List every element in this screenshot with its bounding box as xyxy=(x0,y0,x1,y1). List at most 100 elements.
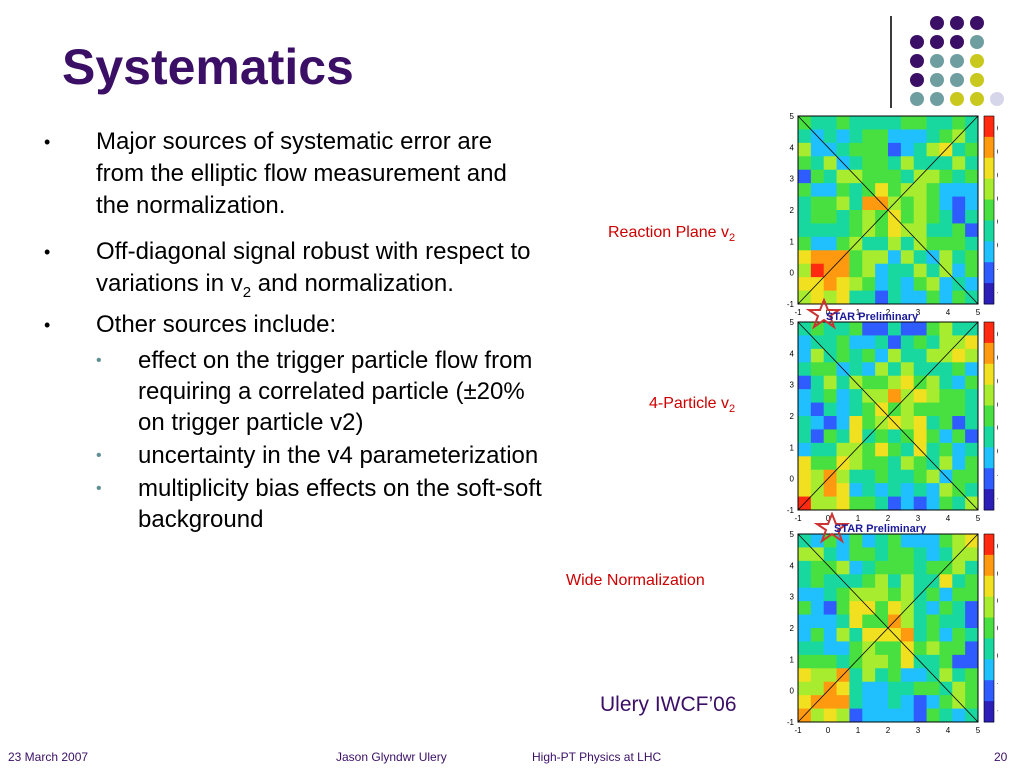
star-preliminary-label: STAR Preliminary xyxy=(814,512,927,544)
footer-date: 23 March 2007 xyxy=(8,750,89,764)
heatmap-cell xyxy=(836,290,850,305)
heatmap-cell xyxy=(810,389,825,404)
heatmap-cell xyxy=(888,587,902,602)
heatmap-cell xyxy=(810,183,825,198)
heatmap-cell xyxy=(913,456,928,471)
heatmap-cell xyxy=(836,335,850,350)
heatmap-cell xyxy=(798,483,812,498)
heatmap-cell xyxy=(965,335,979,350)
heatmap-cell xyxy=(939,322,953,336)
heatmap-cell xyxy=(913,335,928,350)
heatmap-cell xyxy=(810,263,825,278)
heatmap-cell xyxy=(810,210,825,224)
heatmap-cell xyxy=(913,416,928,430)
colorbar-tick-label: 0.1 xyxy=(997,624,998,633)
correlation-plot-reaction-plane: -1-1 0 0 1 1 2 2 3 3 4 4 5 5 0.5 0.4 0.3 0.2 0.1 0 -0.1 -0.2 xyxy=(787,112,998,317)
diagonal-line xyxy=(797,115,979,305)
decorative-dot xyxy=(950,35,964,49)
heatmap-cell xyxy=(798,210,812,224)
heatmap-cell xyxy=(900,250,915,265)
heatmap-cell xyxy=(888,547,902,562)
sub-bullet-item: • multiplicity bias effects on the soft-… xyxy=(44,473,544,535)
heatmap-cell xyxy=(849,547,863,562)
colorbar-segment xyxy=(984,199,994,221)
y-tick-label: 2 xyxy=(790,206,795,215)
bullet-item: • Other sources include: xyxy=(44,309,544,341)
heatmap-cell xyxy=(965,389,979,404)
plot-frame xyxy=(797,321,979,511)
colorbar-segment xyxy=(984,468,994,490)
colorbar-segment xyxy=(984,220,994,242)
heatmap-cell xyxy=(875,250,889,265)
heatmap-cell xyxy=(900,402,915,417)
decorative-dot xyxy=(970,92,984,106)
heatmap-cell xyxy=(849,456,863,471)
heatmap-cell xyxy=(798,429,812,444)
heatmap-cell xyxy=(810,362,825,377)
heatmap-cell xyxy=(810,402,825,417)
heatmap-cell xyxy=(952,263,966,278)
colorbar-segment xyxy=(984,405,994,427)
bullet-marker: • xyxy=(44,314,51,335)
heatmap-cell xyxy=(900,156,915,171)
heatmap-cell xyxy=(939,116,953,130)
plot-frame xyxy=(797,533,979,723)
y-tick-label: 1 xyxy=(790,443,795,452)
heatmap-cell xyxy=(939,389,953,404)
heatmap-cell xyxy=(939,429,953,444)
heatmap-cell xyxy=(900,654,915,669)
heatmap-cell xyxy=(952,250,966,265)
caption-reaction-plane: Reaction Plane v2 xyxy=(608,224,735,244)
heatmap-cell xyxy=(965,668,979,683)
colorbar-tick-label: 0 xyxy=(997,241,998,250)
heatmap-cell xyxy=(862,116,876,130)
x-tick-label: 2 xyxy=(886,514,891,523)
colorbar-segment xyxy=(984,617,994,639)
heatmap-cell xyxy=(836,116,850,130)
heatmap-cell xyxy=(875,375,889,390)
heatmap-cell xyxy=(862,483,876,498)
colorbar-tick-label: 0 xyxy=(997,447,998,456)
heatmap-cell xyxy=(875,169,889,184)
heatmap-cell xyxy=(836,695,850,710)
heatmap-cell xyxy=(913,250,928,265)
heatmap-cell xyxy=(952,183,966,198)
heatmap-cell xyxy=(900,236,915,251)
heatmap-cell xyxy=(913,534,928,548)
heatmap-cell xyxy=(798,362,812,377)
heatmap-cell xyxy=(836,129,850,144)
heatmap-cell xyxy=(810,456,825,471)
credit-text: Ulery IWCF’06 xyxy=(600,693,737,716)
heatmap-cell xyxy=(810,142,825,157)
heatmap-cell xyxy=(836,416,850,430)
heatmap-cell xyxy=(875,236,889,251)
heatmap-cell xyxy=(836,223,850,238)
heatmap-cell xyxy=(849,429,863,444)
heatmap-cell xyxy=(875,574,889,589)
heatmap-cell xyxy=(849,601,863,616)
heatmap-cell xyxy=(900,681,915,696)
y-tick-label: 4 xyxy=(790,349,795,358)
heatmap-cell xyxy=(900,695,915,710)
heatmap-cell xyxy=(849,156,863,171)
heatmap-cell xyxy=(888,263,902,278)
heatmap-cell xyxy=(810,641,825,656)
sub-bullet-marker: • xyxy=(96,351,102,369)
heatmap-cell xyxy=(965,469,979,484)
heatmap-cell xyxy=(965,375,979,390)
heatmap-cell xyxy=(952,534,966,548)
heatmap-cell xyxy=(965,129,979,144)
heatmap-cell xyxy=(939,156,953,171)
heatmap-cell xyxy=(939,534,953,548)
heatmap-cell xyxy=(862,142,876,157)
heatmap-cell xyxy=(965,614,979,629)
colorbar-segment xyxy=(984,241,994,263)
heatmap-cell xyxy=(875,116,889,130)
colorbar-tick-label: 0.1 xyxy=(997,218,998,227)
heatmap-cell xyxy=(862,210,876,224)
heatmap-cell xyxy=(849,614,863,629)
heatmap-cell xyxy=(926,469,940,484)
heatmap-cell xyxy=(836,429,850,444)
heatmap-cell xyxy=(810,614,825,629)
heatmap-cell xyxy=(900,560,915,575)
